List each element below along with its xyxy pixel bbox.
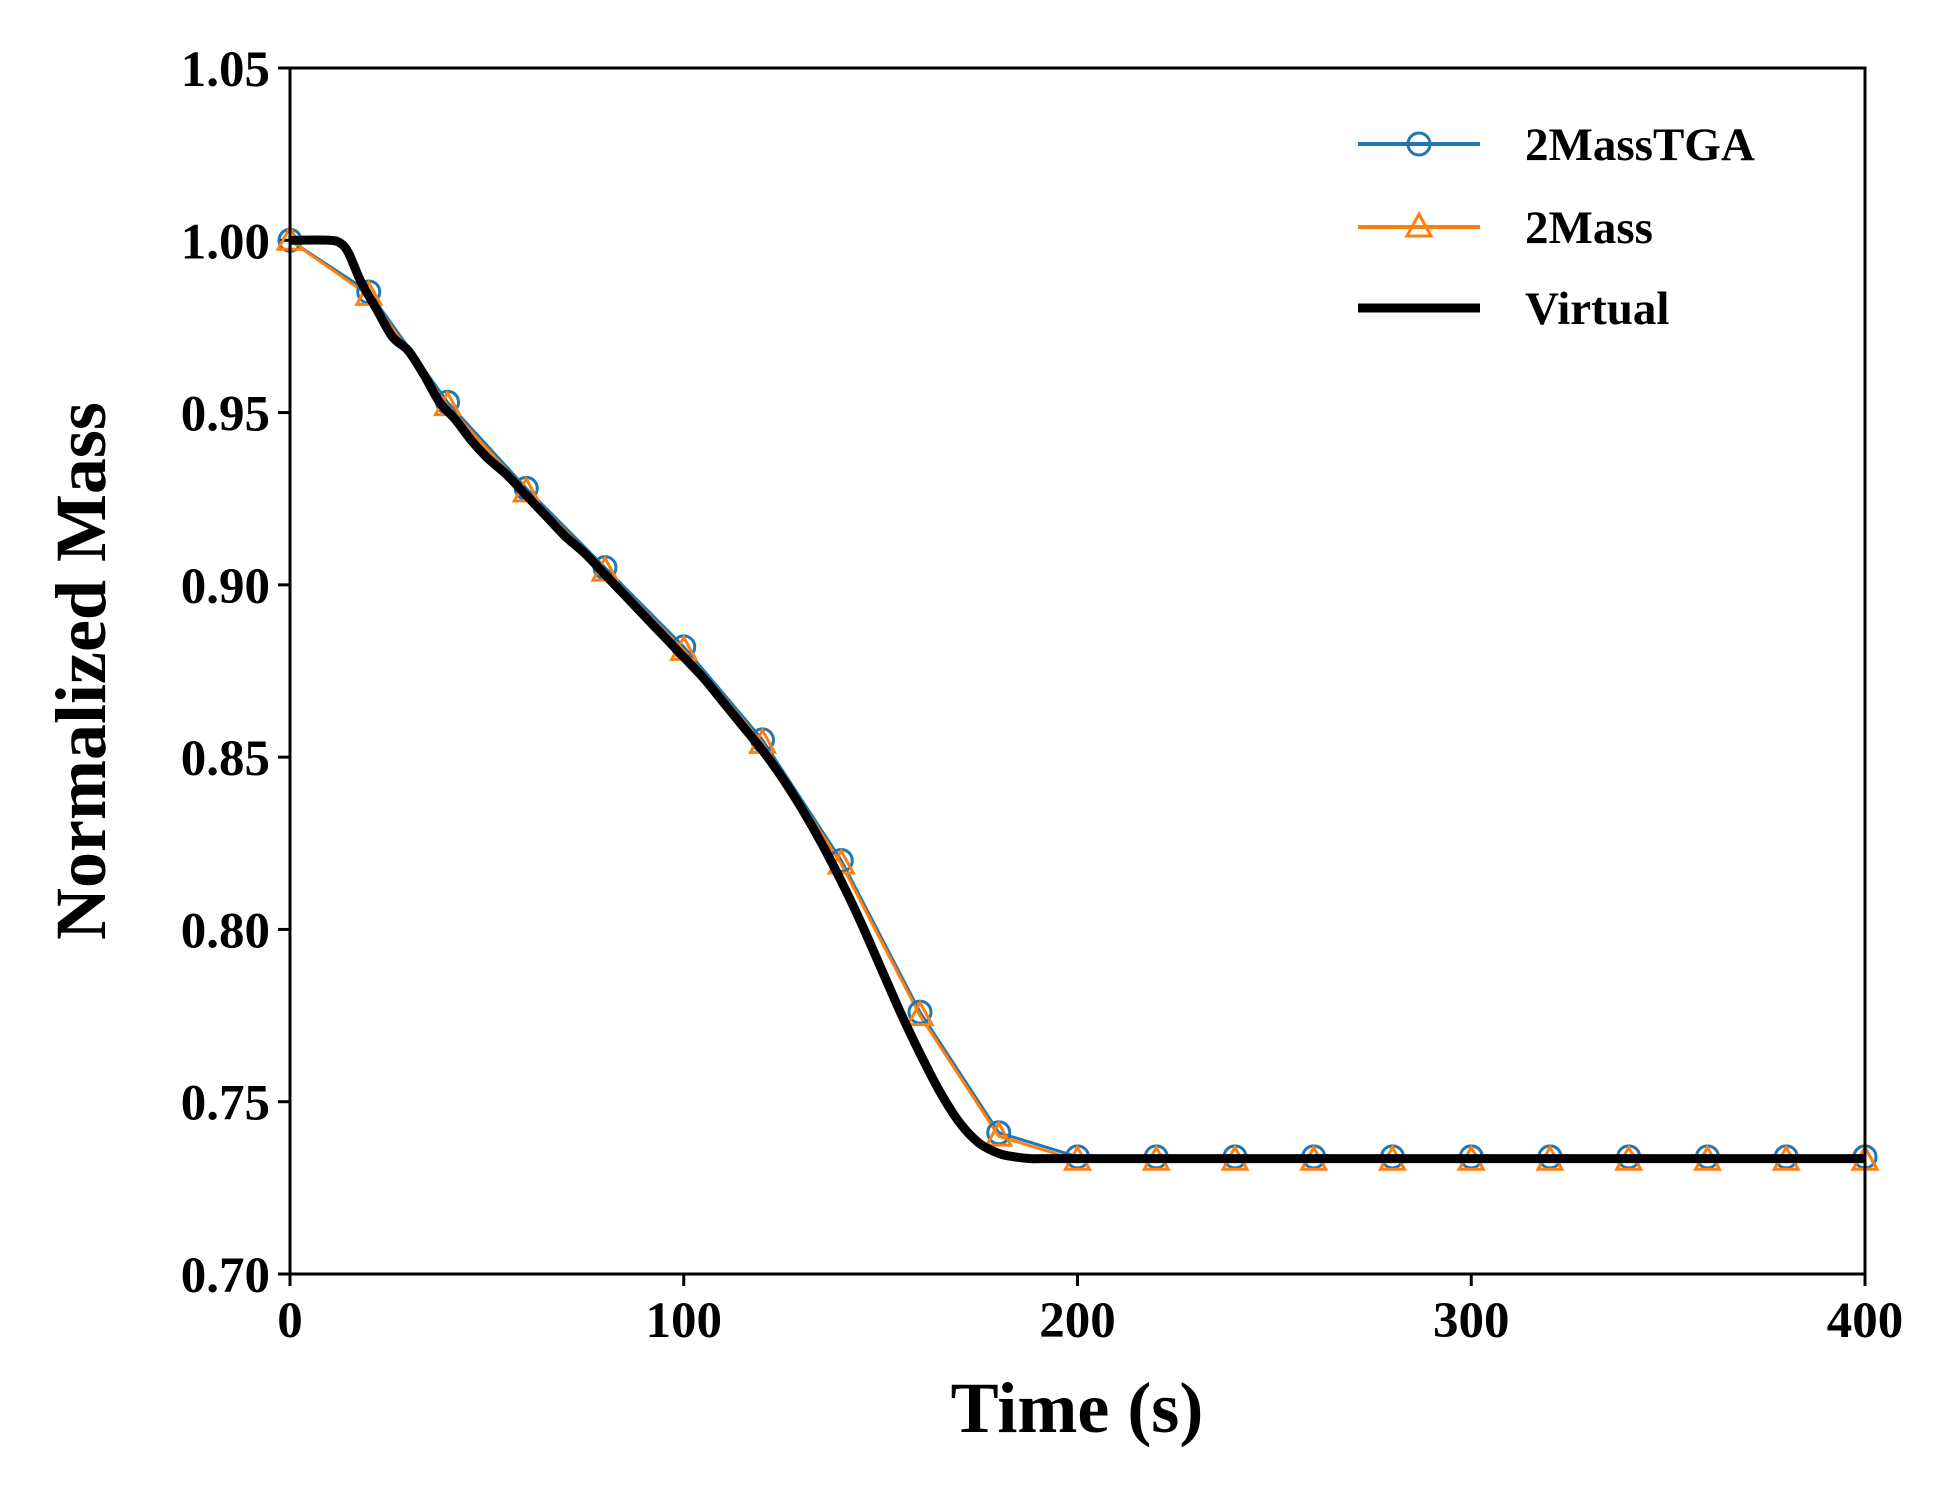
x-tick-label: 0 xyxy=(277,1293,303,1349)
x-axis-ticks: 0 100 200 300 400 xyxy=(277,1274,1903,1349)
y-tick-label: 0.80 xyxy=(181,903,270,959)
x-tick-label: 300 xyxy=(1433,1293,1510,1349)
y-tick-label: 0.70 xyxy=(181,1248,270,1304)
legend: 2MassTGA 2Mass Virtual xyxy=(1358,119,1755,335)
x-axis-title: Time (s) xyxy=(951,1368,1204,1448)
legend-2mass-marker xyxy=(1404,210,1434,238)
y-tick-label: 0.85 xyxy=(181,731,270,787)
series-virtual-line xyxy=(289,235,1865,1164)
y-axis-ticks: 0.70 0.75 0.80 0.85 0.90 0.95 1.00 1.05 xyxy=(181,42,290,1304)
y-tick-label: 0.95 xyxy=(181,387,270,443)
y-tick-label: 1.05 xyxy=(181,42,270,98)
series-2mass-point xyxy=(905,999,935,1027)
legend-virtual-label: Virtual xyxy=(1525,283,1669,335)
series-2mass-point xyxy=(984,1120,1014,1147)
y-tick-label: 0.90 xyxy=(181,559,270,615)
legend-item-2mass: 2Mass xyxy=(1358,202,1653,254)
legend-item-virtual: Virtual xyxy=(1358,283,1669,335)
y-tick-label: 1.00 xyxy=(181,214,270,270)
legend-2masstga-marker xyxy=(1406,131,1432,157)
legend-2masstga-label: 2MassTGA xyxy=(1525,119,1755,171)
plot-frame xyxy=(288,66,1867,1276)
series-layer xyxy=(275,224,1880,1171)
x-tick-label: 400 xyxy=(1827,1293,1904,1349)
y-tick-label: 0.75 xyxy=(181,1076,270,1132)
y-axis-title: Normalized Mass xyxy=(41,402,121,940)
x-tick-label: 100 xyxy=(646,1293,723,1349)
legend-item-2masstga: 2MassTGA xyxy=(1358,119,1755,171)
x-tick-label: 200 xyxy=(1039,1293,1116,1349)
legend-2mass-label: 2Mass xyxy=(1525,202,1653,254)
